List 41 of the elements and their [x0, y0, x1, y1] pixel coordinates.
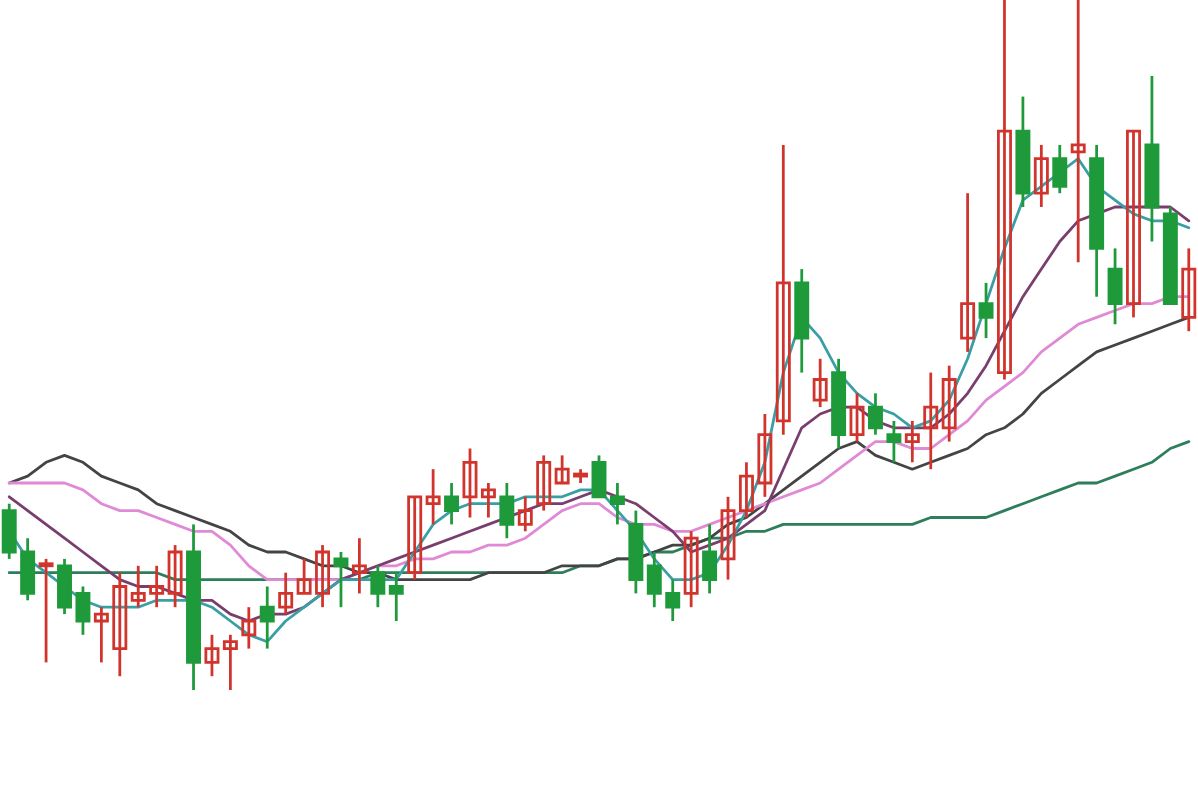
candlestick — [849, 391, 865, 443]
candlestick — [1107, 247, 1123, 326]
candlestick — [923, 371, 939, 471]
candlestick — [278, 571, 294, 616]
candlestick — [38, 557, 54, 664]
candlestick — [609, 481, 625, 526]
candlestick — [425, 467, 441, 526]
candlestick — [775, 143, 791, 437]
candlestick — [997, 0, 1012, 381]
candlestick — [1181, 247, 1197, 333]
candlestick — [517, 495, 533, 533]
candlestick — [978, 281, 994, 340]
candlestick — [333, 550, 349, 609]
candlestick — [444, 481, 460, 526]
candlestick — [167, 543, 183, 609]
candlestick — [1070, 0, 1086, 264]
candlestick — [370, 564, 386, 609]
candlestick — [941, 364, 957, 443]
candlestick — [351, 536, 367, 595]
candlestick — [683, 529, 699, 609]
candlestick — [407, 495, 423, 581]
candlestick — [886, 419, 902, 464]
candlestick — [1033, 143, 1049, 209]
candlestick — [204, 633, 220, 678]
candlestick — [222, 633, 238, 690]
candlestick — [960, 191, 976, 354]
candlestick — [499, 481, 515, 540]
candlestick — [812, 357, 828, 409]
candlestick — [702, 523, 718, 595]
candlestick — [904, 419, 920, 464]
candlestick — [462, 447, 478, 519]
candlestick — [867, 391, 883, 437]
candlestick — [388, 571, 404, 623]
candlestick — [591, 454, 607, 499]
candlestick — [1126, 129, 1141, 319]
candlestick — [1052, 143, 1068, 195]
candlestick — [241, 605, 257, 650]
candlestick — [480, 481, 496, 519]
candlestick — [720, 495, 736, 581]
candlestick — [536, 454, 552, 512]
candlestick — [259, 585, 275, 650]
